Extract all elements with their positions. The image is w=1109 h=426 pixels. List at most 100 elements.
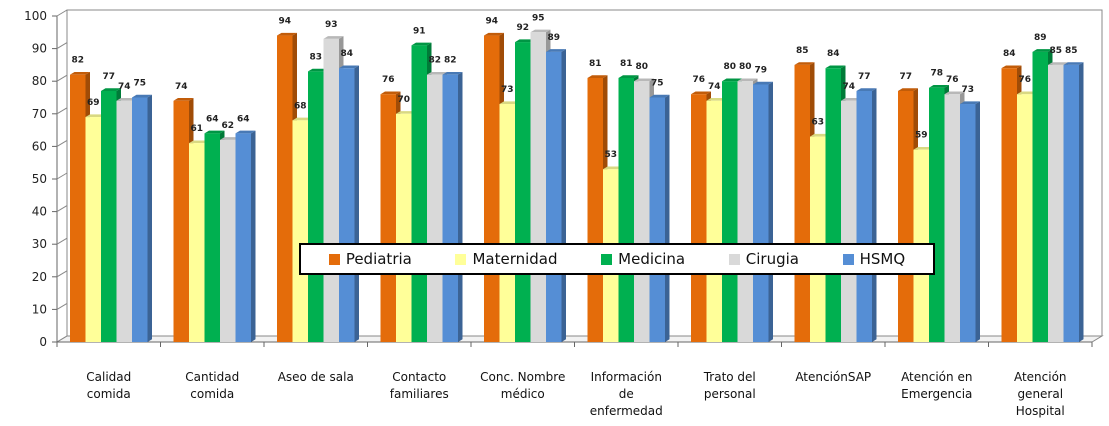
bar-top [691,91,711,95]
bar-top [173,98,194,101]
data-label: 64 [237,114,250,124]
bar-top [706,98,727,101]
bar-top [898,88,918,91]
legend-label: HSMQ [859,250,906,268]
data-label: 76 [382,75,395,85]
bar-front [411,45,427,343]
data-label: 81 [589,59,602,69]
bar-top [530,29,551,33]
bar-front [944,94,960,343]
bar-front [220,139,236,342]
legend-swatch [455,253,467,265]
bar-front [292,120,308,342]
bar-top [753,81,773,85]
data-label: 93 [325,20,338,30]
bar-front [898,90,914,342]
bar-front [173,100,189,342]
legend-label: Maternidad [472,250,558,268]
bar-top [499,101,520,105]
bar-top [649,94,670,98]
bar-front [1048,64,1064,343]
y-tick-label: 100 [24,9,47,23]
bar-front [1017,94,1033,343]
bar-top [204,130,225,134]
category-label: AtenciónSAP [795,370,871,384]
data-label: 61 [190,124,203,134]
data-label: 82 [71,56,84,66]
category-label: Emergencia [901,387,972,401]
bar-front [380,94,396,343]
y-tick-label: 50 [32,172,47,186]
y-tick-diagonal [56,237,68,245]
bar-top [618,75,639,78]
bar-front [116,100,132,342]
data-label: 70 [397,95,410,105]
y-tick-label: 80 [32,74,47,88]
bar-top [323,36,344,39]
data-label: 75 [133,79,146,89]
data-label: 82 [444,56,457,66]
bar-side [975,101,980,342]
category-label: Cantidad [185,370,239,384]
bar-front [101,90,117,342]
bar-top [1063,62,1084,65]
bar-front [1063,64,1079,343]
bar-front [1032,51,1048,343]
chart-legend: Pediatria Maternidad Medicina Cirugia HSMQ [299,243,935,275]
bar-front [960,104,976,343]
data-label: 74 [118,82,131,92]
category-label: Aseo de sala [278,370,354,384]
bar-front [794,64,810,343]
y-tick-label: 60 [32,139,47,153]
legend-swatch [728,253,740,265]
bar-hsmq-0 [132,94,152,342]
bar-front [856,90,872,342]
data-label: 62 [221,121,234,131]
bar-top [85,114,106,118]
legend-label: Pediatria [345,250,412,268]
bar-hsmq-3 [442,71,463,343]
data-label: 89 [547,33,560,43]
bar-side [872,88,877,342]
bar-front [427,74,443,343]
bar-front [929,87,945,342]
category-label: Calidad [86,370,131,384]
data-label: 77 [899,72,912,82]
data-label: 80 [723,62,736,72]
y-tick-label: 90 [32,42,47,56]
data-label: 92 [516,23,529,33]
bar-top [277,32,297,36]
bar-front [132,97,148,342]
bar-top [484,32,504,36]
data-label: 74 [175,82,188,92]
bar-front [841,100,857,342]
y-tick-diagonal [56,335,68,343]
y-tick-diagonal [56,139,68,147]
bar-front [499,104,515,343]
bar-top [634,78,654,82]
bar-hsmq-6 [753,81,773,343]
data-label: 94 [278,17,291,27]
y-tick-label: 30 [32,237,47,251]
bar-hsmq-2 [339,65,359,343]
bar-front [810,136,826,342]
bar-side [768,81,773,342]
bar-front [546,51,562,343]
bar-hsmq-4 [546,49,566,343]
data-label: 69 [87,98,100,108]
bar-top [1017,91,1037,95]
bar-top [825,65,846,69]
bar-top [1032,49,1053,52]
data-label: 73 [961,85,974,95]
data-label: 77 [858,72,871,82]
legend-swatch [328,253,340,265]
bar-top [960,101,980,105]
category-label: médico [501,387,545,401]
data-label: 77 [102,72,115,82]
y-tick-diagonal [56,9,68,17]
bar-side [561,49,566,342]
data-label: 83 [309,52,322,62]
bar-top [380,91,401,95]
bar-side [665,94,670,342]
